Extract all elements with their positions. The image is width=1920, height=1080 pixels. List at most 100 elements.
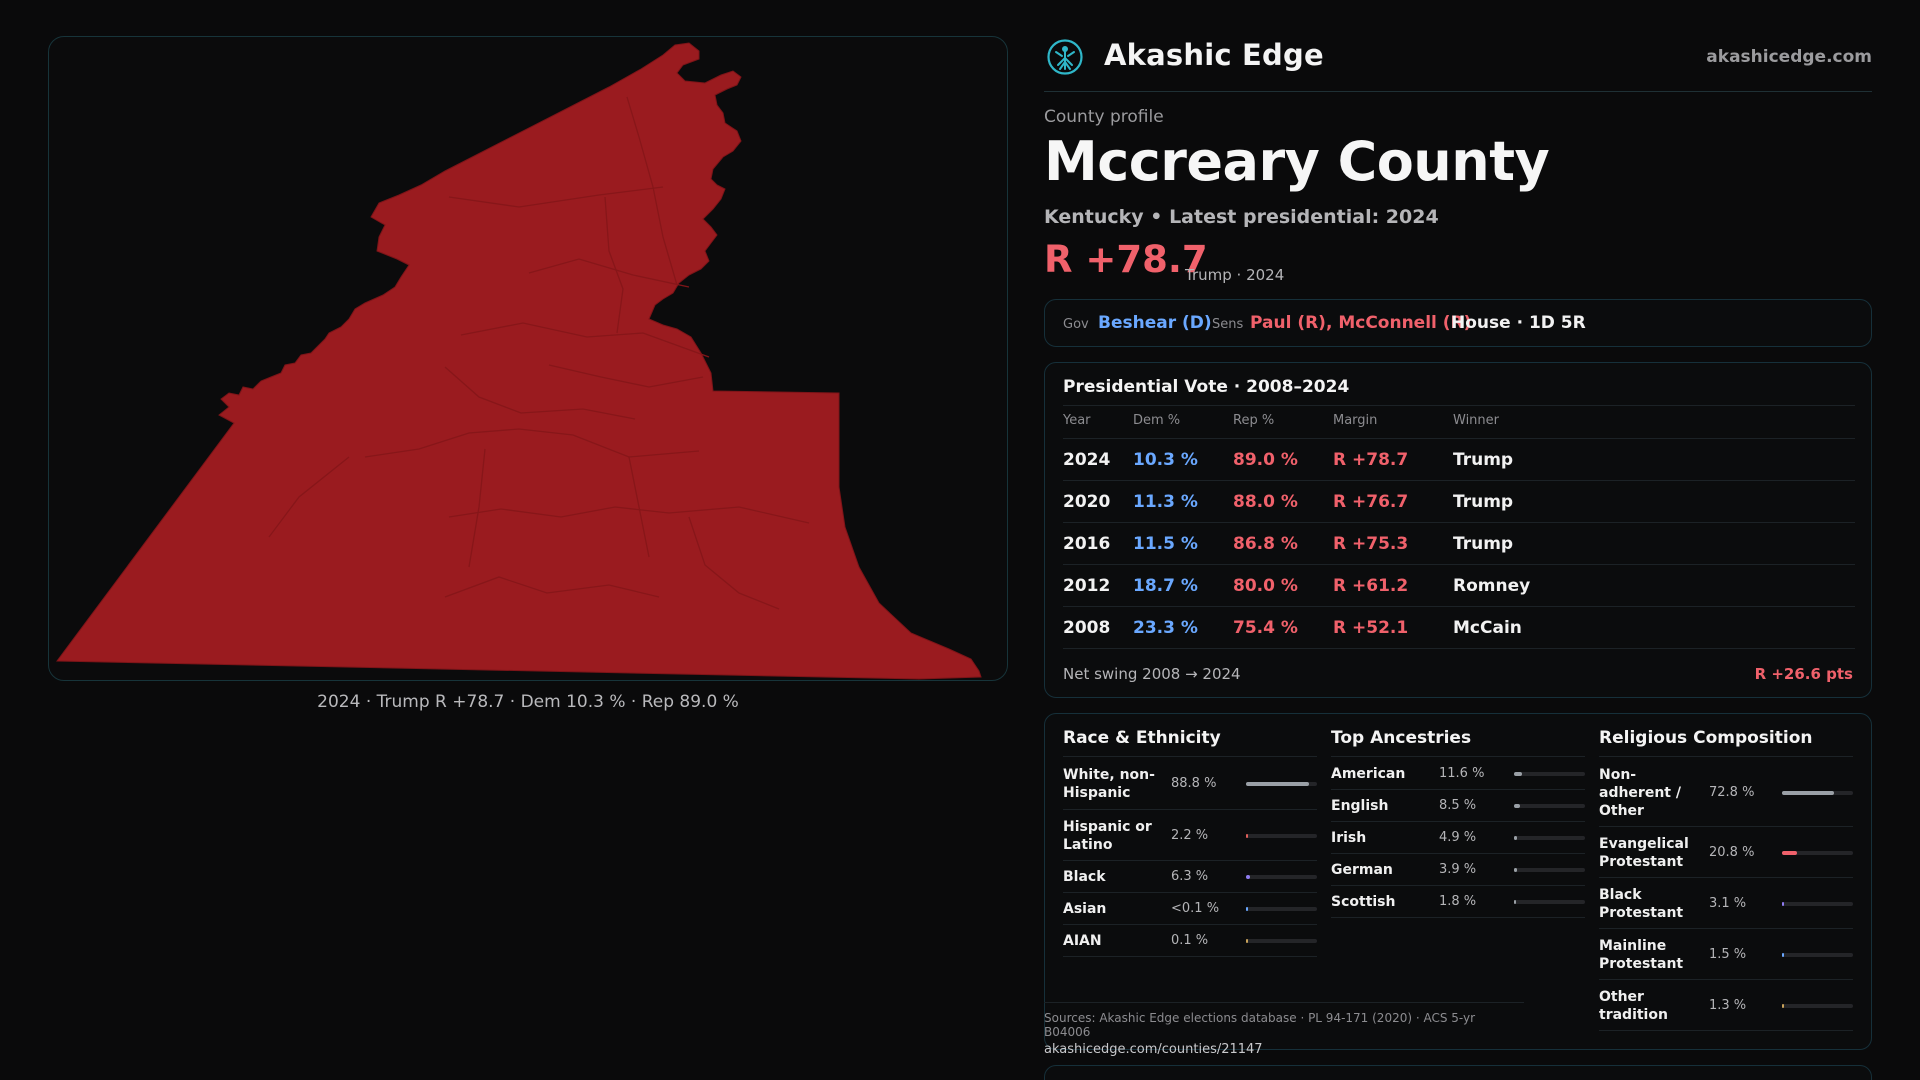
list-item[interactable]: Hispanic or Latino 2.2 % [1063, 810, 1317, 861]
bar-fill [1782, 901, 1785, 906]
governor-name: Beshear (D) [1098, 313, 1212, 333]
item-label: Hispanic or Latino [1063, 818, 1152, 853]
bar-track [1782, 790, 1853, 795]
senators-label: Sens [1212, 317, 1244, 332]
brand-name[interactable]: Akashic Edge [1104, 38, 1324, 72]
ancestry-title: Top Ancestries [1331, 728, 1472, 748]
item-label: Non-adherent / Other [1599, 766, 1681, 819]
bar-fill [1782, 952, 1784, 957]
item-value: 8.5 % [1439, 798, 1477, 813]
divider [1599, 756, 1853, 757]
item-value: <0.1 % [1171, 901, 1220, 916]
county-map[interactable] [49, 37, 1008, 681]
map-caption: 2024 · Trump R +78.7 · Dem 10.3 % · Rep … [317, 692, 739, 712]
item-value: 3.1 % [1709, 895, 1747, 911]
list-item[interactable]: Black 6.3 % [1063, 861, 1317, 893]
bar-track [1246, 875, 1317, 879]
item-value: 3.9 % [1439, 862, 1477, 877]
list-item[interactable]: Evangelical Protestant 20.8 % [1599, 827, 1853, 878]
column-header-dem: Dem % [1133, 413, 1181, 428]
bar-fill [1782, 1003, 1784, 1008]
list-item[interactable]: White, non-Hispanic 88.8 % [1063, 758, 1317, 810]
bar-fill [1514, 804, 1521, 808]
item-value: 1.5 % [1709, 946, 1747, 962]
item-label: Black Protestant [1599, 886, 1684, 921]
row-margin: R +52.1 [1333, 618, 1409, 638]
list-item[interactable]: Asian <0.1 % [1063, 893, 1317, 925]
sources-text: Sources: Akashic Edge elections database… [1044, 1011, 1476, 1039]
item-label: AIAN [1063, 933, 1102, 949]
presidential-vote-card: Presidential Vote · 2008–2024 Year Dem %… [1044, 362, 1872, 698]
divider [1063, 756, 1317, 757]
item-label: Scottish [1331, 894, 1396, 910]
row-margin: R +76.7 [1333, 492, 1409, 512]
row-margin: R +78.7 [1333, 450, 1409, 470]
list-item[interactable]: German 3.9 % [1331, 854, 1585, 886]
bar-fill [1246, 782, 1310, 786]
brand-url-link[interactable]: akashicedge.com [1706, 47, 1872, 67]
item-value: 2.2 % [1171, 827, 1209, 843]
atom-tree-icon[interactable] [1046, 38, 1084, 76]
county-map-panel[interactable] [48, 36, 1008, 681]
table-row[interactable]: 2016 11.5 % 86.8 % R +75.3 Trump [1063, 522, 1855, 564]
list-item[interactable]: Black Protestant 3.1 % [1599, 878, 1853, 929]
precinct-borders [268, 96, 810, 610]
table-row[interactable]: 2008 23.3 % 75.4 % R +52.1 McCain [1063, 606, 1855, 648]
divider [1063, 405, 1855, 406]
column-header-winner: Winner [1453, 413, 1500, 428]
sources-url-link[interactable]: akashicedge.com/counties/21147 [1044, 1042, 1263, 1057]
bar-fill [1782, 850, 1797, 855]
row-winner: Trump [1453, 534, 1514, 554]
row-winner: Trump [1453, 450, 1514, 470]
row-dem-pct: 11.5 % [1133, 534, 1198, 554]
list-item[interactable]: AIAN 0.1 % [1063, 925, 1317, 957]
headline-margin: R +78.7 [1044, 238, 1208, 281]
bar-track [1246, 833, 1317, 838]
row-year: 2012 [1063, 576, 1111, 596]
column-header-margin: Margin [1333, 413, 1378, 428]
item-value: 88.8 % [1171, 776, 1217, 791]
item-value: 72.8 % [1709, 784, 1755, 800]
list-item[interactable]: Other tradition 1.3 % [1599, 980, 1853, 1031]
list-item[interactable]: English 8.5 % [1331, 790, 1585, 822]
row-dem-pct: 18.7 % [1133, 576, 1198, 596]
item-value: 1.3 % [1709, 997, 1747, 1013]
row-winner: Romney [1453, 576, 1531, 596]
item-value: 1.8 % [1439, 894, 1477, 909]
item-label: American [1331, 766, 1406, 782]
table-row[interactable]: 2012 18.7 % 80.0 % R +61.2 Romney [1063, 564, 1855, 606]
list-item[interactable]: Irish 4.9 % [1331, 822, 1585, 854]
table-row[interactable]: 2020 11.3 % 88.0 % R +76.7 Trump [1063, 480, 1855, 522]
item-label: German [1331, 862, 1393, 878]
bar-fill [1514, 900, 1516, 904]
bar-fill [1246, 833, 1248, 838]
row-dem-pct: 10.3 % [1133, 450, 1198, 470]
row-rep-pct: 89.0 % [1233, 450, 1298, 470]
list-item[interactable]: Mainline Protestant 1.5 % [1599, 929, 1853, 980]
item-label: Irish [1331, 830, 1367, 846]
county-subtitle: Kentucky • Latest presidential: 2024 [1044, 206, 1439, 228]
item-label: White, non-Hispanic [1063, 767, 1155, 801]
presidential-vote-title: Presidential Vote · 2008–2024 [1063, 377, 1350, 397]
item-value: 20.8 % [1709, 844, 1755, 860]
item-value: 4.9 % [1439, 830, 1477, 845]
bar-fill [1514, 772, 1523, 776]
list-item[interactable]: American 11.6 % [1331, 758, 1585, 790]
row-rep-pct: 75.4 % [1233, 618, 1298, 638]
page-title: Mccreary County [1044, 130, 1550, 193]
bar-track [1514, 836, 1585, 840]
bar-track [1514, 900, 1585, 904]
item-value: 0.1 % [1171, 933, 1209, 948]
divider [1063, 648, 1855, 649]
brand-header: Akashic Edge akashicedge.com [1044, 38, 1872, 92]
item-label: Evangelical Protestant [1599, 835, 1689, 870]
table-row[interactable]: 2024 10.3 % 89.0 % R +78.7 Trump [1063, 438, 1855, 480]
list-item[interactable]: Scottish 1.8 % [1331, 886, 1585, 918]
house-delegation: House · 1D 5R [1451, 313, 1586, 333]
bar-fill [1782, 790, 1834, 795]
religion-title: Religious Composition [1599, 728, 1813, 748]
list-item[interactable]: Non-adherent / Other 72.8 % [1599, 758, 1853, 827]
row-rep-pct: 80.0 % [1233, 576, 1298, 596]
county-shape[interactable] [56, 42, 982, 680]
divider [1331, 756, 1585, 757]
